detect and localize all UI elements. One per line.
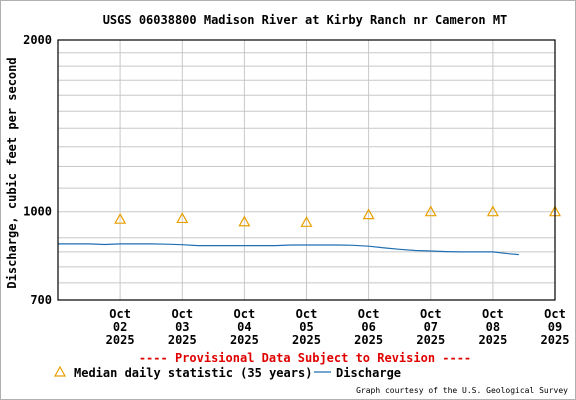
credit-text: Graph courtesy of the U.S. Geological Su… — [356, 386, 568, 395]
median-point — [486, 205, 499, 217]
x-tick-label: Oct — [420, 307, 442, 321]
x-tick-label: Oct — [234, 307, 256, 321]
y-tick-label: 2000 — [23, 33, 52, 47]
x-tick-label: Oct — [482, 307, 504, 321]
x-tick-label: Oct — [296, 307, 318, 321]
median-point — [176, 212, 189, 224]
median-point — [300, 216, 313, 227]
y-tick-label: 1000 — [23, 205, 52, 219]
x-tick-label: 08 — [486, 320, 500, 334]
chart-title: USGS 06038800 Madison River at Kirby Ran… — [103, 13, 508, 27]
x-tick-label: 2025 — [541, 333, 570, 347]
grid-lines — [58, 40, 556, 300]
x-tick-labels: Oct022025Oct032025Oct042025Oct052025Oct0… — [106, 307, 570, 347]
x-tick-label: 2025 — [478, 333, 507, 347]
x-tick-label: 2025 — [354, 333, 383, 347]
x-tick-label: 04 — [237, 320, 251, 334]
series-layer — [58, 205, 562, 256]
x-tick-label: 2025 — [168, 333, 197, 347]
plot-area-border — [57, 39, 556, 301]
x-tick-label: Oct — [358, 307, 380, 321]
x-tick-label: 2025 — [106, 333, 135, 347]
x-tick-label: 07 — [424, 320, 438, 334]
median-point — [424, 205, 437, 217]
x-tick-label: 03 — [175, 320, 189, 334]
y-tick-label: 700 — [30, 293, 52, 307]
y-axis-label: Discharge, cubic feet per second — [5, 57, 19, 288]
legend-discharge-label: Discharge — [336, 366, 401, 380]
x-tick-label: Oct — [109, 307, 131, 321]
x-tick-label: Oct — [544, 307, 566, 321]
x-tick-label: 05 — [299, 320, 313, 334]
legend-median-triangle-icon — [53, 365, 67, 377]
x-tick-label: 02 — [113, 320, 127, 334]
x-tick-label: 06 — [361, 320, 375, 334]
median-point — [238, 215, 251, 227]
x-tick-label: 2025 — [292, 333, 321, 347]
discharge-line — [58, 243, 519, 256]
legend-median-label: Median daily statistic (35 years) — [74, 366, 312, 380]
y-tick-labels: 2000 1000 700 — [23, 33, 52, 307]
median-point — [362, 208, 375, 220]
provisional-note: ---- Provisional Data Subject to Revisio… — [139, 351, 471, 365]
median-point — [114, 212, 127, 224]
x-tick-label: 2025 — [230, 333, 259, 347]
x-tick-label: Oct — [171, 307, 193, 321]
x-tick-label: 09 — [548, 320, 562, 334]
x-tick-label: 2025 — [416, 333, 445, 347]
legend: Median daily statistic (35 years) Discha… — [53, 365, 401, 380]
